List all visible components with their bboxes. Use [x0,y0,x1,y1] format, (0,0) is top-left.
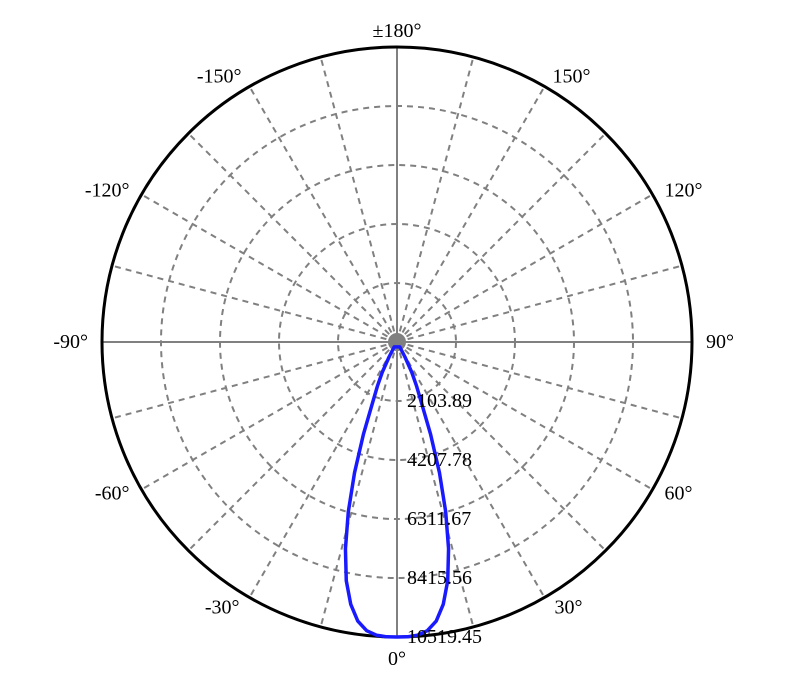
angle-label: 150° [553,66,591,88]
angle-label: 60° [664,483,692,505]
grid-spoke [188,133,397,342]
grid-spoke [188,342,397,551]
angle-label: -120° [85,180,130,202]
grid-spoke [321,57,397,342]
grid-spoke [250,87,398,342]
grid-spoke [397,195,652,343]
radial-label: 4207.78 [407,449,472,471]
radial-label: 6311.67 [407,508,471,530]
grid-spoke [397,87,545,342]
grid-spoke [250,342,398,597]
radial-label: 8415.56 [407,567,472,589]
grid-spoke [142,342,397,490]
angle-label: -150° [197,66,242,88]
grid-spoke [142,195,397,343]
grid-spoke [321,342,397,627]
grid-spoke [397,57,473,342]
radial-label: 2103.89 [407,390,472,412]
grid-spoke [397,133,606,342]
angle-label: 90° [706,331,734,353]
angle-label: ±180° [373,20,422,42]
angle-label: 30° [555,596,583,618]
grid-spoke [397,266,682,342]
angle-label: -90° [53,331,88,353]
grid-spoke [112,342,397,418]
polar-chart: 2103.89 4207.78 6311.67 8415.56 10519.450° 30… [0,0,794,685]
angle-label: -30° [205,596,240,618]
angle-label: -60° [95,483,130,505]
radial-label: 10519.45 [407,626,482,648]
angle-label: 0° [388,648,406,670]
angle-label: 120° [664,180,702,202]
grid-spoke [112,266,397,342]
